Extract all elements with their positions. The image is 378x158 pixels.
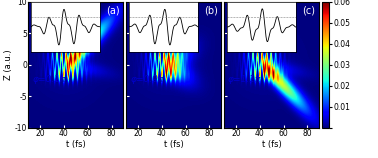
Text: (c): (c) (302, 5, 316, 15)
Text: φ=0.9π: φ=0.9π (130, 75, 163, 84)
X-axis label: t (fs): t (fs) (164, 140, 184, 149)
Text: (a): (a) (106, 5, 119, 15)
X-axis label: t (fs): t (fs) (262, 140, 282, 149)
Y-axis label: Z (a.u.): Z (a.u.) (4, 49, 13, 80)
X-axis label: t (fs): t (fs) (66, 140, 86, 149)
Text: (b): (b) (204, 5, 217, 15)
Text: φ=0.1π: φ=0.1π (32, 75, 65, 84)
Text: φ=1.1π: φ=1.1π (228, 75, 261, 84)
